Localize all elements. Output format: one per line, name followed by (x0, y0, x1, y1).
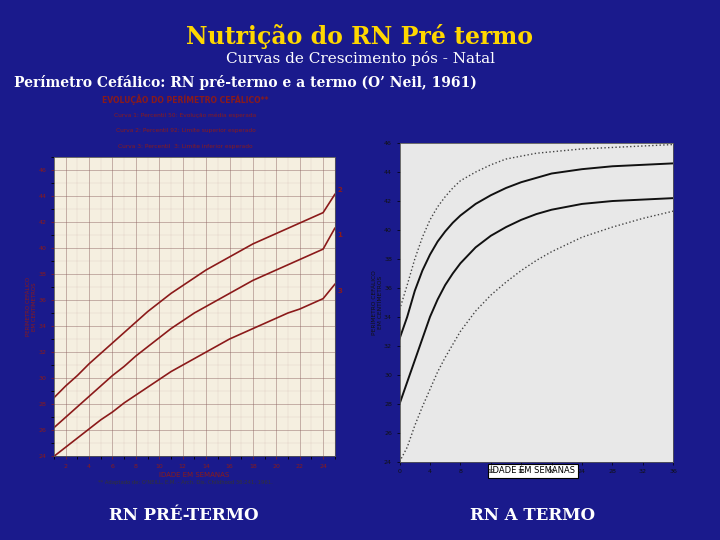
Text: Perímetro Cefálico: RN pré-termo e a termo (O’ Neil, 1961): Perímetro Cefálico: RN pré-termo e a ter… (14, 75, 477, 90)
Text: RN PRÉ-TERMO: RN PRÉ-TERMO (109, 507, 258, 524)
Y-axis label: PERÍMETRO CEFÁLICO
EM CENTÍMETROS: PERÍMETRO CEFÁLICO EM CENTÍMETROS (26, 277, 37, 336)
Text: 2: 2 (337, 187, 342, 193)
Text: Curva 2: Percentil 92: Limite superior esperado: Curva 2: Percentil 92: Limite superior e… (115, 128, 256, 133)
Text: ** Adaptado de: O'NEILL, E.M. - Arch. Dis. Childhood 36:241, 1961.: ** Adaptado de: O'NEILL, E.M. - Arch. Di… (98, 480, 273, 485)
Text: Nutrição do RN Pré termo: Nutrição do RN Pré termo (186, 24, 534, 49)
Text: EVOLUÇÃO DO PERÍMETRO CEFÁLICO**: EVOLUÇÃO DO PERÍMETRO CEFÁLICO** (102, 94, 269, 105)
Y-axis label: PERÍMETRO CEFÁLICO
EM CENTÍMETROS: PERÍMETRO CEFÁLICO EM CENTÍMETROS (372, 270, 382, 335)
Text: Curva 1: Percentil 50: Evolução média esperada: Curva 1: Percentil 50: Evolução média es… (114, 113, 256, 118)
Text: 3: 3 (337, 288, 342, 294)
Text: RN A TERMO: RN A TERMO (470, 507, 595, 524)
Text: Curvas de Crescimento pós - Natal: Curvas de Crescimento pós - Natal (225, 51, 495, 66)
Text: 1: 1 (337, 232, 342, 238)
Text: IDADE EM SEMANAS: IDADE EM SEMANAS (490, 466, 575, 475)
X-axis label: IDADE EM SEMANAS: IDADE EM SEMANAS (159, 472, 230, 478)
Text: Curva 3: Percentil  3: Limite inferior esperado: Curva 3: Percentil 3: Limite inferior es… (118, 144, 253, 149)
